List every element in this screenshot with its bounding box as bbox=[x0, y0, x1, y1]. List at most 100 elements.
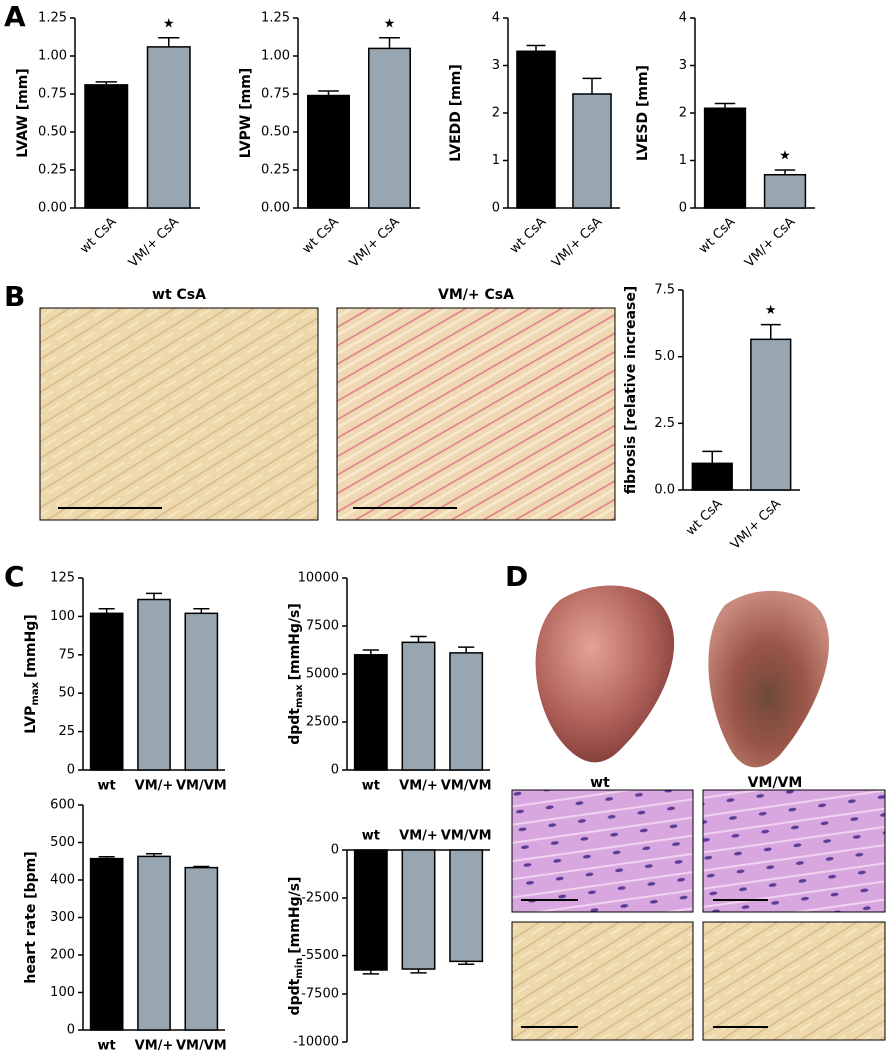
y-tick-label: -5500 bbox=[301, 948, 339, 963]
x-tick-label: VM/+ CsA bbox=[347, 215, 403, 271]
y-tick-label: 1.00 bbox=[38, 49, 67, 64]
y-tick-label: 600 bbox=[50, 798, 75, 813]
histology-image bbox=[336, 307, 616, 521]
he-image bbox=[702, 789, 886, 913]
bar bbox=[146, 46, 191, 209]
significance-star: ★ bbox=[779, 149, 791, 164]
y-tick-label: -10000 bbox=[293, 1035, 339, 1050]
y-tick-label: 0 bbox=[331, 763, 339, 778]
y-tick-label: 2.5 bbox=[654, 416, 675, 431]
y-axis-label: LVPW [mm] bbox=[238, 68, 254, 158]
y-axis-label-text: LVEDD [mm] bbox=[448, 64, 464, 161]
y-axis-label: heart rate [bpm] bbox=[23, 851, 39, 983]
bar bbox=[353, 654, 388, 771]
x-tick-label: VM/VM bbox=[176, 779, 227, 794]
bar bbox=[89, 612, 124, 771]
y-axis-label: LVEDD [mm] bbox=[448, 64, 464, 161]
y-axis-label-text: LVP bbox=[23, 706, 39, 734]
x-tick-label: wt CsA bbox=[507, 215, 549, 257]
y-axis-label: dpdtmin [mmHg/s] bbox=[287, 877, 305, 1016]
x-tick-label: wt CsA bbox=[683, 497, 725, 539]
x-tick-label: wt bbox=[362, 829, 380, 844]
y-axis-label: LVPmax [mmHg] bbox=[23, 614, 41, 733]
x-tick-label: VM/+ CsA bbox=[728, 497, 784, 553]
y-tick-label: 1.00 bbox=[261, 49, 290, 64]
bar bbox=[89, 857, 124, 1031]
bar bbox=[763, 174, 807, 209]
y-axis-label-text: dpdt bbox=[287, 708, 303, 745]
y-tick-label: 3 bbox=[679, 58, 687, 73]
x-tick-label: wt bbox=[362, 779, 380, 794]
y-tick-label: 4 bbox=[492, 11, 500, 26]
y-tick-label: 0 bbox=[679, 201, 687, 216]
he-image bbox=[511, 789, 694, 913]
y-tick-label: 0.50 bbox=[38, 125, 67, 140]
y-tick-label: -2500 bbox=[301, 891, 339, 906]
image-label: VM/+ CsA bbox=[438, 287, 514, 303]
bar bbox=[449, 652, 484, 771]
bar bbox=[137, 598, 171, 771]
panel-label: B bbox=[4, 280, 25, 313]
bar bbox=[307, 94, 350, 209]
y-axis-label: dpdtmax [mmHg/s] bbox=[287, 603, 305, 745]
y-axis-label-unit: [mmHg] bbox=[23, 614, 39, 678]
bar bbox=[401, 849, 436, 970]
y-axis-label-text: dpdt bbox=[287, 978, 303, 1015]
x-tick-label: VM/VM bbox=[176, 1039, 227, 1050]
y-tick-label: 7500 bbox=[306, 619, 339, 634]
y-tick-label: 25 bbox=[58, 724, 75, 739]
y-tick-label: 1 bbox=[492, 153, 500, 168]
bar bbox=[750, 338, 792, 491]
y-tick-label: 1.25 bbox=[38, 11, 67, 26]
y-axis-label-text: fibrosis [relative increase] bbox=[623, 286, 639, 494]
y-axis-label-sub: max bbox=[294, 684, 305, 708]
y-axis-label: LVESD [mm] bbox=[635, 65, 651, 161]
bar bbox=[691, 462, 733, 491]
y-tick-label: 5000 bbox=[306, 667, 339, 682]
y-tick-label: 300 bbox=[50, 910, 75, 925]
x-tick-label: wt CsA bbox=[696, 215, 738, 257]
y-tick-label: 0 bbox=[67, 1023, 75, 1038]
y-tick-label: 0.25 bbox=[38, 163, 67, 178]
y-tick-label: -7500 bbox=[301, 987, 339, 1002]
y-tick-label: 400 bbox=[50, 873, 75, 888]
heart-photo bbox=[708, 590, 829, 768]
image-label: wt CsA bbox=[152, 287, 206, 303]
significance-star: ★ bbox=[765, 303, 777, 318]
y-tick-label: 1.25 bbox=[261, 11, 290, 26]
x-tick-label: VM/+ CsA bbox=[549, 215, 605, 271]
y-tick-label: 2 bbox=[679, 106, 687, 121]
y-axis-label-text: LVPW [mm] bbox=[238, 68, 254, 158]
y-tick-label: 0.75 bbox=[261, 87, 290, 102]
y-tick-label: 2 bbox=[492, 106, 500, 121]
y-tick-label: 75 bbox=[58, 647, 75, 662]
significance-star: ★ bbox=[163, 16, 175, 31]
y-axis-label: LVAW [mm] bbox=[15, 68, 31, 157]
y-tick-label: 100 bbox=[50, 985, 75, 1000]
y-axis-label-sub: max bbox=[30, 681, 41, 705]
x-tick-label: VM/+ bbox=[135, 1039, 174, 1050]
y-axis-label-unit: [mmHg/s] bbox=[287, 603, 303, 680]
panel-label: D bbox=[505, 560, 528, 593]
image-label: VM/VM bbox=[748, 775, 803, 791]
bar bbox=[137, 855, 171, 1031]
y-tick-label: 0 bbox=[67, 763, 75, 778]
panel-label: C bbox=[4, 560, 25, 593]
y-tick-label: 500 bbox=[50, 835, 75, 850]
y-axis-label-text: heart rate [bpm] bbox=[23, 851, 39, 983]
y-tick-label: 0 bbox=[331, 843, 339, 858]
sirius-image bbox=[511, 921, 694, 1041]
y-axis-label-text: LVESD [mm] bbox=[635, 65, 651, 161]
x-tick-label: VM/+ CsA bbox=[126, 215, 182, 271]
x-tick-label: wt CsA bbox=[300, 215, 342, 257]
y-tick-label: 4 bbox=[679, 11, 687, 26]
y-tick-label: 125 bbox=[50, 571, 75, 586]
y-tick-label: 1 bbox=[679, 153, 687, 168]
bar bbox=[184, 866, 219, 1031]
bar bbox=[703, 107, 747, 209]
y-tick-label: 100 bbox=[50, 609, 75, 624]
x-tick-label: VM/+ bbox=[135, 779, 174, 794]
x-tick-label: VM/+ bbox=[399, 829, 438, 844]
y-axis-label-unit: [mmHg/s] bbox=[287, 877, 303, 954]
